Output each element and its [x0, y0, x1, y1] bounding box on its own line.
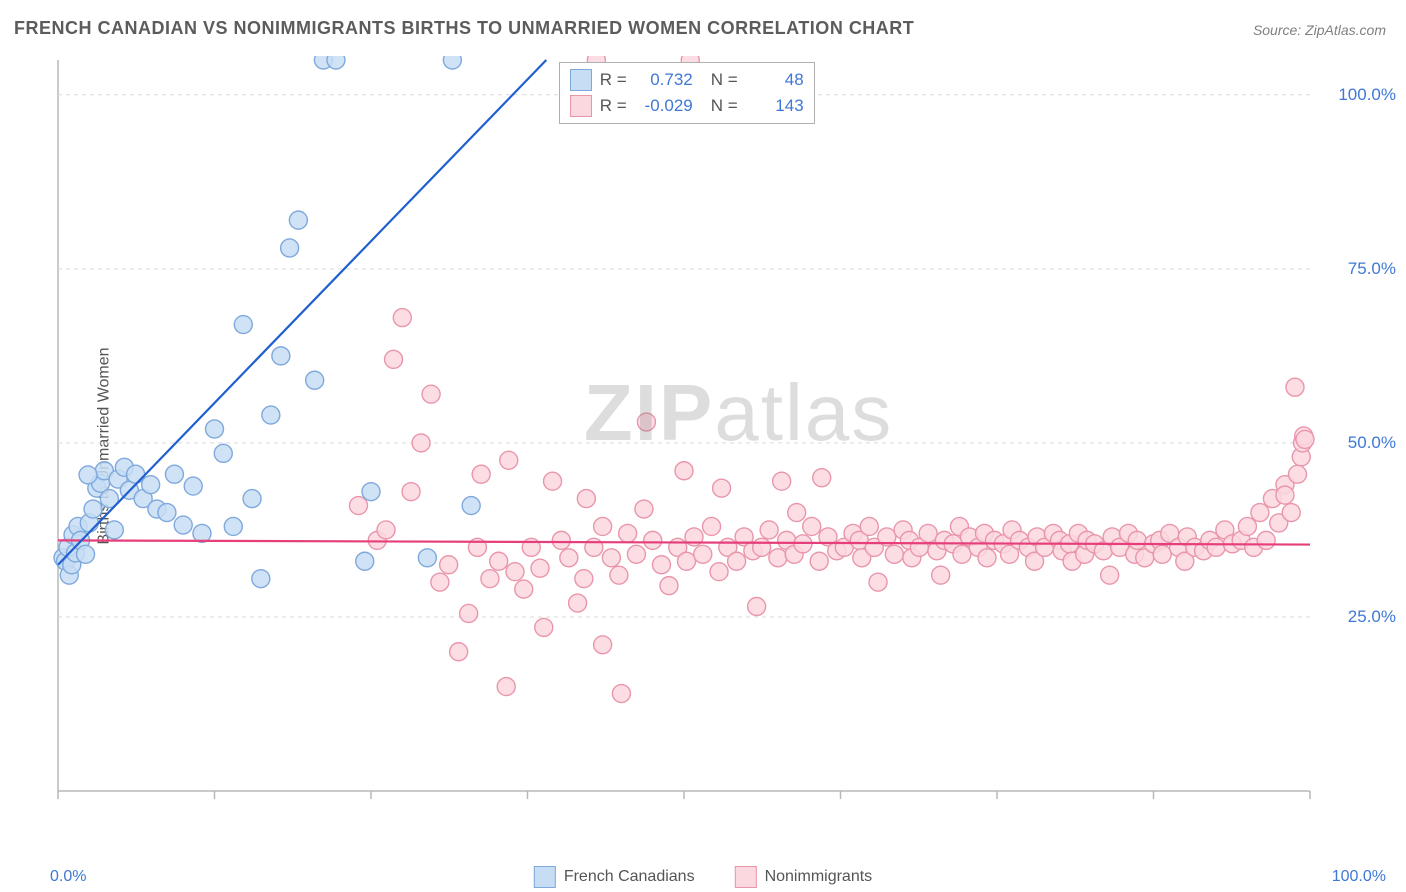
y-tick-label: 50.0% — [1348, 433, 1396, 453]
chart-container: FRENCH CANADIAN VS NONIMMIGRANTS BIRTHS … — [0, 0, 1406, 892]
y-tick-label: 75.0% — [1348, 259, 1396, 279]
y-tick-label: 100.0% — [1338, 85, 1396, 105]
legend-item-french: French Canadians — [534, 866, 695, 888]
r-value-nonimm: -0.029 — [635, 96, 693, 116]
legend-swatch-nonimm — [570, 95, 592, 117]
legend-swatch-french — [570, 69, 592, 91]
y-tick-label: 25.0% — [1348, 607, 1396, 627]
r-value-french: 0.732 — [635, 70, 693, 90]
series-legend: French Canadians Nonimmigrants — [534, 866, 872, 888]
legend-label-french: French Canadians — [564, 868, 695, 886]
legend-item-nonimm: Nonimmigrants — [735, 866, 873, 888]
n-value-french: 48 — [746, 70, 804, 90]
x-axis-max-label: 100.0% — [1332, 868, 1386, 886]
plot-area — [50, 56, 1390, 836]
legend-row-french: R = 0.732 N = 48 — [570, 67, 804, 93]
correlation-legend: R = 0.732 N = 48 R = -0.029 N = 143 — [559, 62, 815, 124]
chart-title: FRENCH CANADIAN VS NONIMMIGRANTS BIRTHS … — [14, 18, 914, 39]
legend-row-nonimm: R = -0.029 N = 143 — [570, 93, 804, 119]
legend-label-nonimm: Nonimmigrants — [765, 868, 873, 886]
x-axis-min-label: 0.0% — [50, 868, 86, 886]
scatter-plot-svg — [50, 56, 1390, 836]
n-value-nonimm: 143 — [746, 96, 804, 116]
legend-swatch-nonimm-bottom — [735, 866, 757, 888]
source-label: Source: ZipAtlas.com — [1253, 22, 1386, 38]
legend-swatch-french-bottom — [534, 866, 556, 888]
